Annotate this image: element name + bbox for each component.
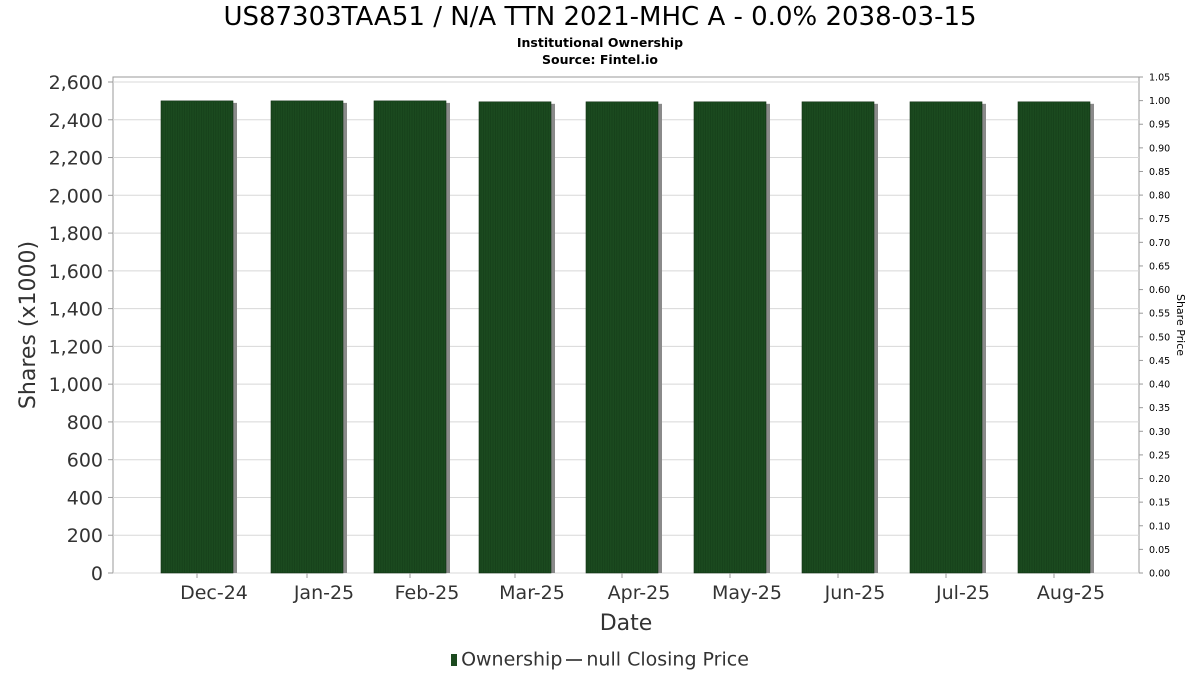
y2-tick-label: 0.90 (1149, 143, 1170, 154)
y-tick-label: 200 (67, 525, 103, 547)
y2-tick-label: 0.05 (1149, 545, 1170, 556)
y-tick-label: 1,600 (49, 261, 103, 283)
y2-tick-label: 0.65 (1149, 261, 1170, 272)
chart-legend: Ownership null Closing Price (0, 648, 1200, 671)
y-tick-label: 2,200 (49, 148, 103, 170)
chart-subtitle: Institutional Ownership (516, 35, 684, 50)
y2-tick-label: 0.10 (1149, 521, 1170, 532)
ownership-legend-label: Ownership (461, 648, 563, 671)
y2-tick-label: 0.45 (1149, 356, 1170, 367)
bar-apr-25 (585, 101, 659, 574)
y-tick-label: 0 (91, 563, 103, 585)
x-tick-label: Dec-24 (180, 582, 248, 604)
y2-tick-label: 0.85 (1149, 167, 1170, 178)
y-tick-label: 1,200 (49, 336, 103, 358)
chart-title: US87303TAA51 / N/A TTN 2021-MHC A - 0.0%… (223, 2, 977, 32)
y2-tick-label: 0.75 (1149, 214, 1170, 225)
y2-axis-title: Share Price (1174, 294, 1187, 356)
bar-may-25 (693, 101, 767, 574)
x-tick-label: Mar-25 (499, 582, 565, 604)
y2-tick-label: 0.00 (1149, 569, 1170, 580)
y-tick-label: 2,000 (49, 185, 103, 207)
bar-jul-25 (909, 101, 983, 574)
y2-tick-label: 0.80 (1149, 191, 1170, 202)
ownership-legend-swatch (451, 653, 458, 666)
bar-jan-25 (270, 100, 344, 574)
y2-tick-label: 0.40 (1149, 380, 1170, 391)
y-axis-title: Shares (x1000) (16, 241, 41, 409)
y2-tick-label: 0.30 (1149, 427, 1170, 438)
y2-tick-label: 0.25 (1149, 450, 1170, 461)
y-tick-label: 800 (67, 412, 103, 434)
ownership-chart: 0 200 400 600 800 1,000 1,200 1,400 1,600 1,800 2,… (16, 72, 1187, 636)
y-tick-label: 2,600 (49, 72, 103, 94)
y2-tick-label: 0.70 (1149, 238, 1170, 249)
y-tick-label: 600 (67, 450, 103, 472)
y2-tick-label: 0.95 (1149, 120, 1170, 131)
y-tick-label: 2,400 (49, 110, 103, 132)
y-tick-label: 1,000 (49, 374, 103, 396)
bar-mar-25 (478, 101, 552, 574)
y2-tick-label: 0.35 (1149, 403, 1170, 414)
y2-tick-label: 0.15 (1149, 498, 1170, 509)
x-tick-label: Feb-25 (395, 582, 460, 604)
x-tick-label: Aug-25 (1037, 582, 1105, 604)
y2-tick-label: 0.60 (1149, 285, 1170, 296)
x-tick-label: Jun-25 (824, 582, 886, 604)
bar-jun-25 (801, 101, 875, 574)
x-tick-label: May-25 (712, 582, 782, 604)
x-tick-label: Apr-25 (608, 582, 671, 604)
y-tick-label: 1,800 (49, 223, 103, 245)
x-axis-title: Date (600, 611, 653, 636)
y-tick-label: 400 (67, 487, 103, 509)
price-legend-swatch (566, 658, 583, 661)
y2-tick-label: 0.50 (1149, 332, 1170, 343)
chart-source: Source: Fintel.io (542, 52, 658, 67)
y2-tick-label: 0.20 (1149, 474, 1170, 485)
y-tick-label: 1,400 (49, 299, 103, 321)
x-tick-label: Jul-25 (935, 582, 990, 604)
bar-aug-25 (1017, 101, 1091, 574)
bar-dec-24 (160, 100, 234, 574)
price-legend-label: null Closing Price (586, 648, 749, 671)
y2-tick-label: 0.55 (1149, 309, 1170, 320)
x-tick-label: Jan-25 (293, 582, 354, 604)
y2-tick-label: 1.05 (1149, 73, 1170, 84)
bar-feb-25 (373, 100, 447, 574)
y2-tick-label: 1.00 (1149, 96, 1170, 107)
